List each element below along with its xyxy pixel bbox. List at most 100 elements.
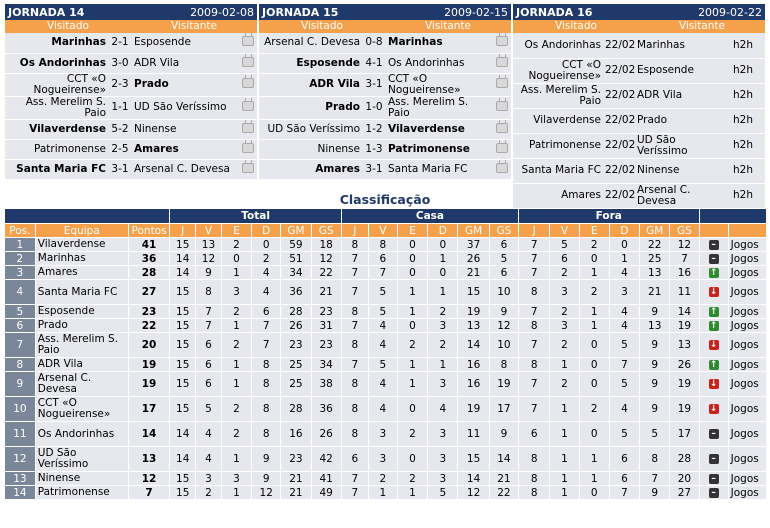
home-team[interactable]: Patrimonense: [5, 139, 108, 160]
game-row[interactable]: Os Andorinhas 3-0 ADR Vila: [5, 53, 257, 74]
home-team[interactable]: Amares: [513, 183, 603, 209]
games-link[interactable]: Jogos: [728, 318, 768, 333]
score[interactable]: 1-3: [362, 139, 386, 160]
game-row[interactable]: Ninense 1-3 Patrimonense: [259, 139, 511, 160]
away-team[interactable]: Ass. Merelim S. Paio: [386, 96, 493, 120]
home-team[interactable]: Os Andorinhas: [5, 53, 108, 74]
game-row[interactable]: Amares 22/02 Arsenal C. Devesa h2h: [513, 183, 765, 209]
home-team[interactable]: Santa Maria FC: [513, 158, 603, 184]
team-name[interactable]: Prado: [35, 318, 129, 333]
away-team[interactable]: Arsenal C. Devesa: [132, 159, 239, 180]
away-team[interactable]: ADR Vila: [132, 53, 239, 74]
games-link[interactable]: Jogos: [728, 371, 768, 397]
game-row[interactable]: Marinhas 2-1 Esposende: [5, 33, 257, 54]
away-team[interactable]: UD São Veríssimo: [132, 96, 239, 120]
home-team[interactable]: Santa Maria FC: [5, 159, 108, 180]
team-name[interactable]: UD São Veríssimo: [35, 446, 129, 472]
team-name[interactable]: ADR Vila: [35, 357, 129, 372]
games-link[interactable]: Jogos: [728, 251, 768, 266]
team-name[interactable]: Os Andorinhas: [35, 421, 129, 447]
games-link[interactable]: Jogos: [728, 332, 768, 358]
h2h-link[interactable]: h2h: [731, 183, 765, 209]
away-team[interactable]: Ninense: [635, 158, 731, 184]
game-row[interactable]: CCT «O Nogueirense» 2-3 Prado: [5, 73, 257, 97]
home-team[interactable]: Ninense: [259, 139, 362, 160]
away-team[interactable]: Ninense: [132, 119, 239, 140]
h2h-link[interactable]: h2h: [731, 83, 765, 109]
team-name[interactable]: Esposende: [35, 304, 129, 319]
score[interactable]: 4-1: [362, 53, 386, 74]
team-name[interactable]: Ninense: [35, 471, 129, 486]
h2h-link[interactable]: h2h: [731, 33, 765, 59]
score[interactable]: 22/02: [603, 133, 635, 159]
score[interactable]: 22/02: [603, 58, 635, 84]
games-link[interactable]: Jogos: [728, 357, 768, 372]
score[interactable]: 3-1: [108, 159, 132, 180]
away-team[interactable]: Marinhas: [635, 33, 731, 59]
score[interactable]: 1-1: [108, 96, 132, 120]
games-link[interactable]: Jogos: [728, 446, 768, 472]
home-team[interactable]: Esposende: [259, 53, 362, 74]
team-name[interactable]: CCT «O Nogueirense»: [35, 396, 129, 422]
games-link[interactable]: Jogos: [728, 396, 768, 422]
home-team[interactable]: Arsenal C. Devesa: [259, 33, 362, 54]
home-team[interactable]: CCT «O Nogueirense»: [513, 58, 603, 84]
score[interactable]: 2-1: [108, 33, 132, 54]
score[interactable]: 0-8: [362, 33, 386, 54]
team-name[interactable]: Patrimonense: [35, 485, 129, 500]
games-link[interactable]: Jogos: [728, 485, 768, 500]
home-team[interactable]: Patrimonense: [513, 133, 603, 159]
away-team[interactable]: Santa Maria FC: [386, 159, 493, 180]
h2h-link[interactable]: h2h: [731, 108, 765, 134]
away-team[interactable]: Prado: [132, 73, 239, 97]
game-row[interactable]: Prado 1-0 Ass. Merelim S. Paio: [259, 96, 511, 120]
away-team[interactable]: Arsenal C. Devesa: [635, 183, 731, 209]
away-team[interactable]: Marinhas: [386, 33, 493, 54]
score[interactable]: 2-3: [108, 73, 132, 97]
away-team[interactable]: Amares: [132, 139, 239, 160]
team-name[interactable]: Vilaverdense: [35, 237, 129, 252]
score[interactable]: 22/02: [603, 83, 635, 109]
team-name[interactable]: Ass. Merelim S. Paio: [35, 332, 129, 358]
team-name[interactable]: Santa Maria FC: [35, 279, 129, 305]
score[interactable]: 2-5: [108, 139, 132, 160]
score[interactable]: 5-2: [108, 119, 132, 140]
games-link[interactable]: Jogos: [728, 471, 768, 486]
h2h-link[interactable]: h2h: [731, 158, 765, 184]
home-team[interactable]: UD São Veríssimo: [259, 119, 362, 140]
game-row[interactable]: ADR Vila 3-1 CCT «O Nogueirense»: [259, 73, 511, 97]
home-team[interactable]: Ass. Merelim S. Paio: [513, 83, 603, 109]
home-team[interactable]: Vilaverdense: [5, 119, 108, 140]
score[interactable]: 3-0: [108, 53, 132, 74]
team-name[interactable]: Marinhas: [35, 251, 129, 266]
game-row[interactable]: Arsenal C. Devesa 0-8 Marinhas: [259, 33, 511, 54]
score[interactable]: 3-1: [362, 73, 386, 97]
home-team[interactable]: Prado: [259, 96, 362, 120]
game-row[interactable]: Santa Maria FC 22/02 Ninense h2h: [513, 158, 765, 184]
score[interactable]: 22/02: [603, 33, 635, 59]
game-row[interactable]: Vilaverdense 5-2 Ninense: [5, 119, 257, 140]
home-team[interactable]: Marinhas: [5, 33, 108, 54]
away-team[interactable]: Prado: [635, 108, 731, 134]
games-link[interactable]: Jogos: [728, 279, 768, 305]
home-team[interactable]: Os Andorinhas: [513, 33, 603, 59]
away-team[interactable]: CCT «O Nogueirense»: [386, 73, 493, 97]
away-team[interactable]: UD São Veríssimo: [635, 133, 731, 159]
h2h-link[interactable]: h2h: [731, 58, 765, 84]
away-team[interactable]: Vilaverdense: [386, 119, 493, 140]
score[interactable]: 3-1: [362, 159, 386, 180]
home-team[interactable]: CCT «O Nogueirense»: [5, 73, 108, 97]
game-row[interactable]: Santa Maria FC 3-1 Arsenal C. Devesa: [5, 159, 257, 180]
score[interactable]: 22/02: [603, 158, 635, 184]
games-link[interactable]: Jogos: [728, 421, 768, 447]
game-row[interactable]: UD São Veríssimo 1-2 Vilaverdense: [259, 119, 511, 140]
game-row[interactable]: Vilaverdense 22/02 Prado h2h: [513, 108, 765, 134]
h2h-link[interactable]: h2h: [731, 133, 765, 159]
games-link[interactable]: Jogos: [728, 237, 768, 252]
away-team[interactable]: Patrimonense: [386, 139, 493, 160]
game-row[interactable]: Esposende 4-1 Os Andorinhas: [259, 53, 511, 74]
game-row[interactable]: Patrimonense 2-5 Amares: [5, 139, 257, 160]
home-team[interactable]: ADR Vila: [259, 73, 362, 97]
score[interactable]: 1-2: [362, 119, 386, 140]
games-link[interactable]: Jogos: [728, 265, 768, 280]
